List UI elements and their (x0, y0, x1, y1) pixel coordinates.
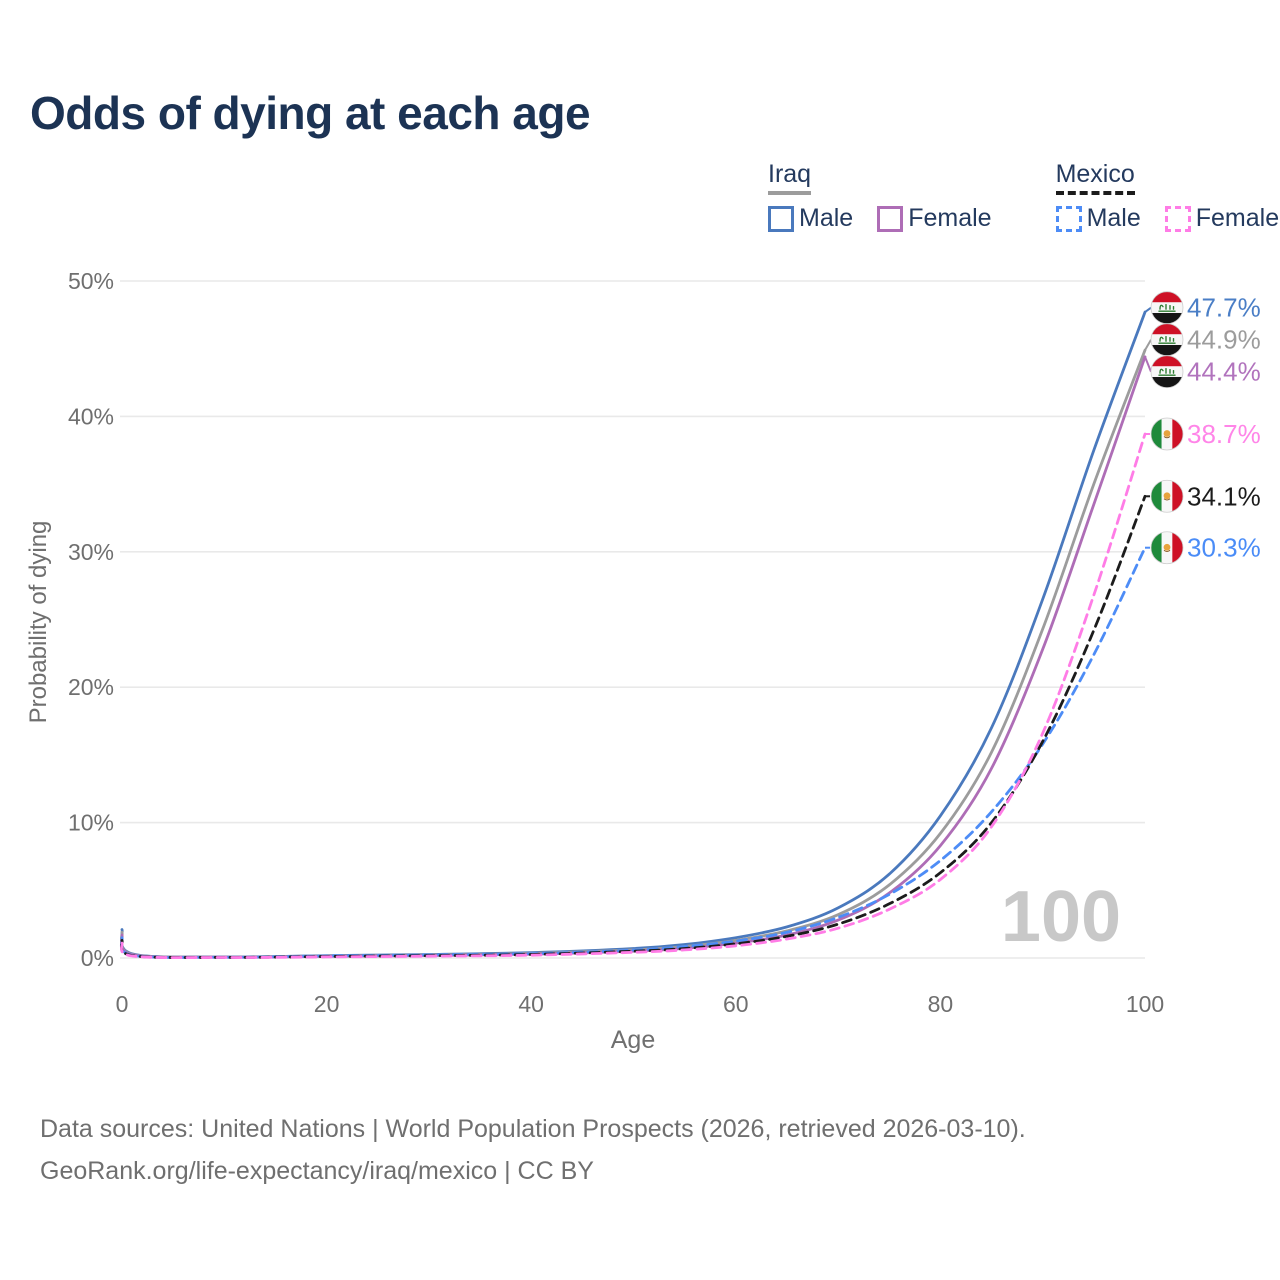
legend-group-iraq: Iraq Male Female (768, 160, 992, 233)
flag-mexico-icon (1150, 417, 1184, 451)
y-tick-label: 30% (68, 539, 114, 565)
legend-item-mexico-male[interactable]: Male (1055, 204, 1141, 233)
flag-iraq-icon (1150, 291, 1184, 325)
end-value-label: 44.4% (1187, 357, 1261, 387)
label-connector (1144, 339, 1152, 351)
legend-swatch (768, 205, 794, 232)
end-value-label: 34.1% (1187, 481, 1261, 511)
flag-mexico-icon (1150, 479, 1184, 513)
x-axis-title: Age (611, 1026, 655, 1054)
y-tick-label: 50% (68, 268, 114, 294)
series-line-iraq-female (119, 355, 1147, 959)
legend-group-title: Mexico (1055, 160, 1135, 195)
legend-item-iraq-female[interactable]: Female (877, 204, 992, 233)
series-line-iraq-male (119, 310, 1147, 959)
series-line-mexico-female (119, 432, 1147, 960)
end-value-label: 44.9% (1187, 325, 1261, 355)
label-connector (1144, 356, 1152, 373)
x-tick-label: 100 (1126, 991, 1164, 1017)
legend-item-label: Male (1086, 204, 1141, 232)
series-line-iraq-both-sexes (119, 348, 1147, 959)
y-tick-label: 10% (68, 810, 114, 836)
flag-mexico-icon (1150, 531, 1184, 565)
watermark-age: 100 (1001, 877, 1121, 957)
page-title: Odds of dying at each age (30, 87, 591, 139)
legend-item-label: Male (799, 204, 854, 232)
end-value-label: 30.3% (1187, 533, 1261, 563)
flag-iraq-icon (1150, 323, 1184, 357)
y-tick-label: 20% (68, 674, 114, 700)
x-tick-label: 60 (723, 991, 749, 1017)
y-tick-label: 40% (68, 403, 114, 429)
end-value-label: 47.7% (1187, 293, 1261, 323)
legend-item-label: Female (908, 204, 992, 232)
x-tick-label: 0 (116, 991, 129, 1017)
legend-group-title: Iraq (768, 160, 812, 195)
legend-swatch (1055, 205, 1082, 232)
end-value-label: 38.7% (1187, 419, 1261, 449)
legend-swatch (1164, 205, 1191, 232)
legend-swatch (877, 205, 904, 232)
y-axis-title: Probability of dying (25, 521, 52, 724)
y-tick-label: 0% (81, 945, 114, 971)
x-tick-label: 80 (928, 991, 954, 1017)
x-tick-label: 40 (518, 991, 544, 1017)
legend-item-mexico-female[interactable]: Female (1164, 204, 1280, 233)
footer-attribution-link[interactable]: GeoRank.org/life-expectancy/iraq/mexico … (40, 1157, 594, 1185)
x-tick-label: 20 (314, 991, 340, 1017)
flag-iraq-icon (1150, 355, 1184, 389)
legend-item-label: Female (1195, 204, 1280, 232)
legend-item-iraq-male[interactable]: Male (768, 204, 853, 233)
legend-group-mexico: Mexico Male Female (1055, 160, 1280, 233)
footer-data-sources: Data sources: United Nations | World Pop… (40, 1115, 1026, 1143)
label-connector (1144, 306, 1152, 313)
chart-legend: Iraq Male Female Mexico Male Female (768, 160, 1279, 233)
footer: Data sources: United Nations | World Pop… (40, 1108, 1026, 1192)
